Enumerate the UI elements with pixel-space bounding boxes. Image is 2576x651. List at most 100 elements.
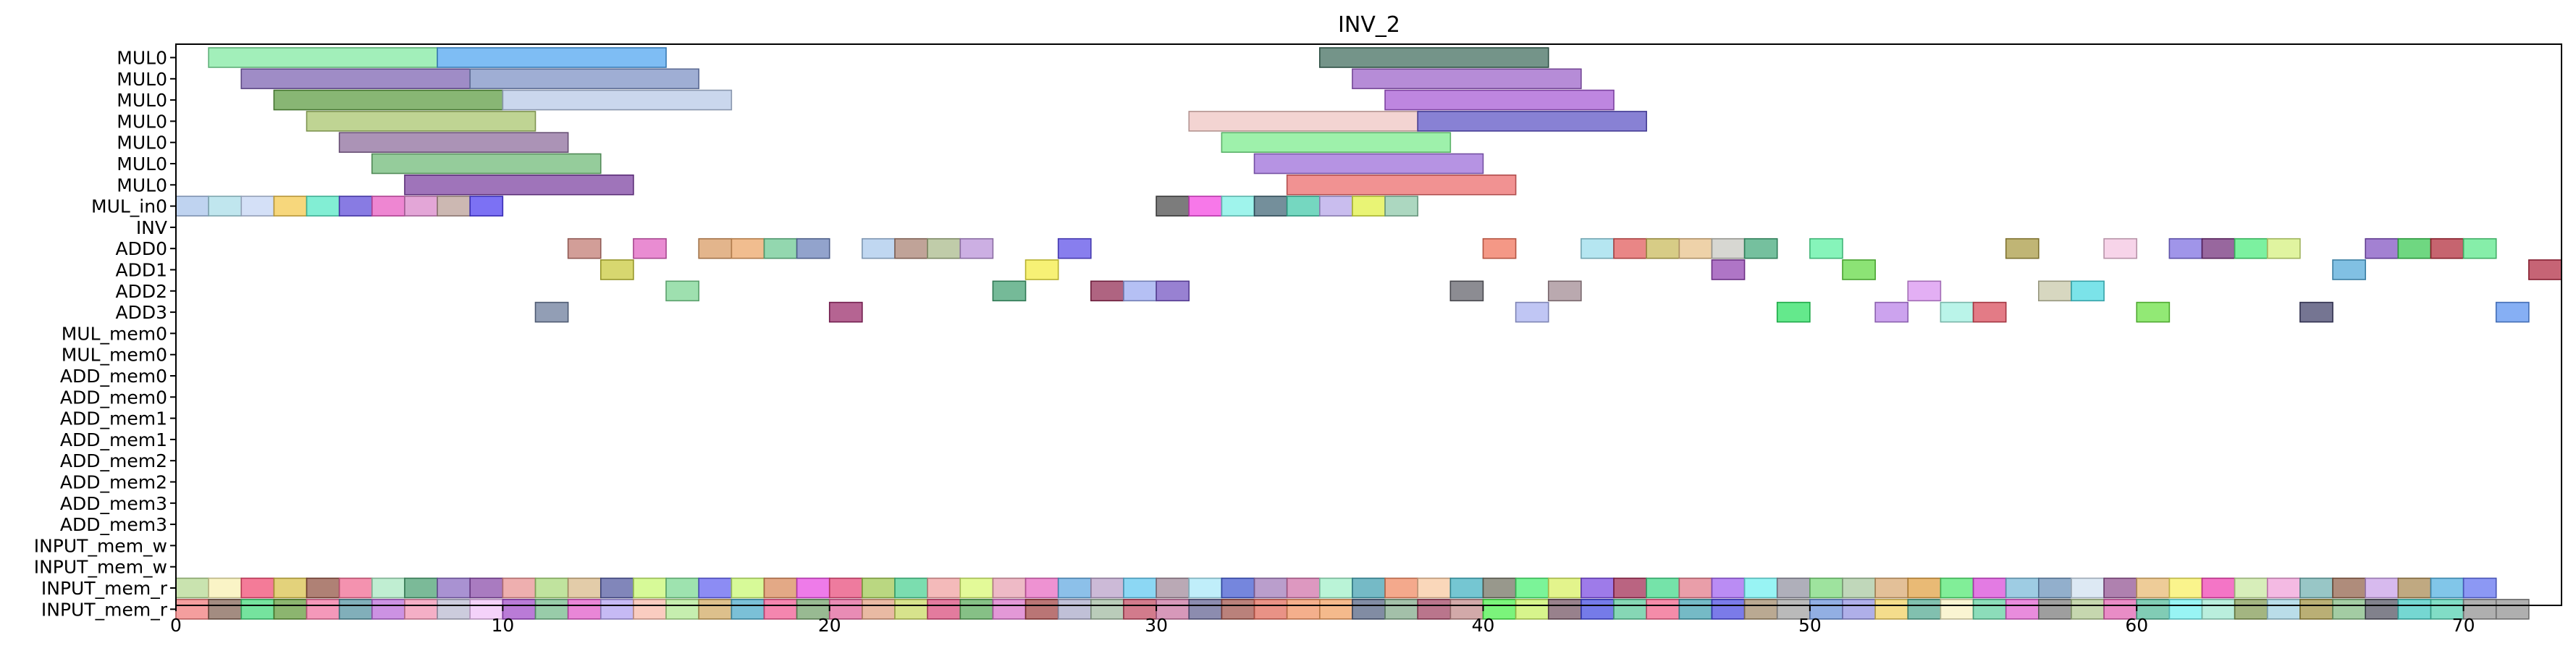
task-bar <box>240 68 471 90</box>
task-bar <box>1221 196 1255 217</box>
memory-bar <box>534 598 569 620</box>
task-bar <box>1547 280 1582 302</box>
memory-bar <box>1156 598 1190 620</box>
task-bar <box>1449 280 1484 302</box>
row-label: INPUT_mem_w <box>34 535 167 556</box>
memory-bar <box>862 577 896 599</box>
task-bar <box>1711 259 1746 280</box>
task-bar <box>1515 301 1549 323</box>
memory-bar <box>1417 577 1452 599</box>
memory-bar <box>2005 577 2040 599</box>
task-bar <box>2168 238 2203 259</box>
task-bar <box>862 238 896 259</box>
memory-bar <box>992 598 1027 620</box>
task-bar <box>1188 196 1223 217</box>
memory-bar <box>1842 577 1876 599</box>
memory-bar <box>306 598 340 620</box>
memory-bar <box>1613 577 1647 599</box>
row-label: MUL0 <box>117 154 167 175</box>
memory-bar <box>927 577 961 599</box>
memory-bar <box>2038 598 2072 620</box>
task-bar <box>273 196 308 217</box>
memory-bar <box>1253 577 1288 599</box>
task-bar <box>338 132 569 153</box>
task-bar <box>1352 68 1582 90</box>
row-label: INPUT_mem_r <box>41 599 168 620</box>
memory-bar <box>665 577 699 599</box>
x-tick-label: 20 <box>818 615 841 636</box>
task-bar <box>2234 238 2268 259</box>
row-label: MUL0 <box>117 175 167 196</box>
task-bar <box>1482 238 1517 259</box>
memory-bar <box>1580 598 1615 620</box>
memory-bar <box>2103 577 2138 599</box>
memory-bar <box>894 577 928 599</box>
memory-bar <box>338 577 373 599</box>
memory-bar <box>2234 598 2268 620</box>
task-bar <box>240 196 275 217</box>
task-bar <box>175 196 209 217</box>
task-bar <box>1874 301 1909 323</box>
x-axis-ticks: 0 10 20 30 40 50 60 70 <box>170 605 2475 636</box>
memory-bar <box>2136 577 2171 599</box>
memory-bar <box>862 598 896 620</box>
memory-bar <box>1842 598 1876 620</box>
row-label: ADD3 <box>115 302 167 323</box>
x-tick-label: 50 <box>1798 615 1822 636</box>
memory-bar <box>2299 577 2333 599</box>
memory-bar <box>959 577 994 599</box>
memory-bar <box>2365 577 2399 599</box>
x-tick-label: 30 <box>1145 615 1168 636</box>
memory-bar <box>1090 598 1124 620</box>
row-label: MUL_mem0 <box>62 323 167 344</box>
memory-bar <box>208 577 243 599</box>
memory-bar <box>567 598 602 620</box>
task-bar <box>2332 259 2366 280</box>
task-bar <box>1057 238 1092 259</box>
row-label: INPUT_mem_w <box>34 557 167 578</box>
memory-bar <box>240 598 275 620</box>
memory-bar <box>1809 577 1843 599</box>
task-bar <box>1940 301 1974 323</box>
task-bar <box>992 280 1027 302</box>
memory-bar <box>2397 577 2432 599</box>
memory-bar <box>1613 598 1647 620</box>
task-bar <box>2038 280 2072 302</box>
memory-bar <box>1123 577 1157 599</box>
memory-bar <box>927 598 961 620</box>
memory-bar <box>1156 577 1190 599</box>
memory-bar <box>2234 577 2268 599</box>
task-bar <box>1613 238 1647 259</box>
task-bar <box>371 196 405 217</box>
task-bar <box>2103 238 2138 259</box>
memory-bar <box>273 598 308 620</box>
task-bar <box>1090 280 1124 302</box>
task-bar <box>2071 280 2105 302</box>
row-label: MUL0 <box>117 69 167 90</box>
memory-bar <box>1352 577 1386 599</box>
task-bar <box>2495 301 2530 323</box>
memory-bar <box>1253 598 1288 620</box>
memory-bar <box>1711 598 1746 620</box>
memory-bar <box>1318 598 1353 620</box>
memory-bar <box>2168 598 2203 620</box>
row-label: ADD_mem2 <box>60 450 167 471</box>
task-bar <box>763 238 798 259</box>
memory-bar <box>1907 577 1942 599</box>
row-label: ADD_mem0 <box>60 387 167 408</box>
memory-bar <box>567 577 602 599</box>
memory-bar <box>1646 577 1680 599</box>
memory-bar <box>1090 577 1124 599</box>
memory-bar <box>828 598 863 620</box>
plot-frame <box>175 43 2562 606</box>
memory-bar <box>1547 577 1582 599</box>
task-bar <box>1842 259 1876 280</box>
task-bar <box>1678 238 1713 259</box>
task-bar <box>1776 301 1811 323</box>
task-bar <box>1318 47 1549 68</box>
task-bar <box>2005 238 2040 259</box>
memory-bar <box>1384 577 1419 599</box>
task-bar <box>1318 196 1353 217</box>
memory-bar <box>404 577 438 599</box>
memory-bar <box>992 577 1027 599</box>
